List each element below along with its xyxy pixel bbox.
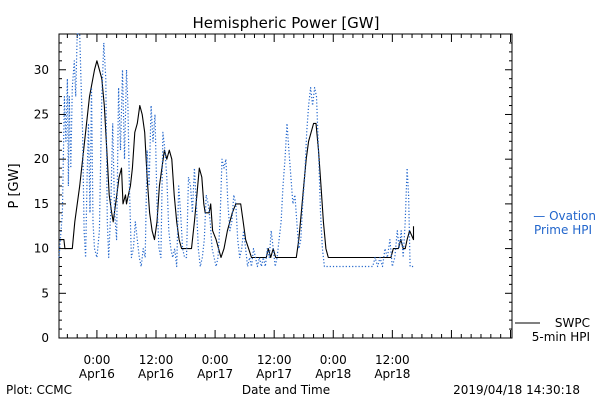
footer-timestamp: 2019/04/18 14:30:18 <box>453 383 580 397</box>
legend-swpc-line2: 5-min HPI <box>532 330 590 344</box>
legend-swpc-line1: SWPC <box>555 316 590 330</box>
y-tick-label: 30 <box>34 63 49 77</box>
x-tick-time: 0:00 <box>83 353 110 367</box>
legend-ovation-line2: Prime HPI <box>534 223 592 237</box>
y-tick-label: 0 <box>41 331 49 345</box>
x-tick-date: Apr17 <box>197 367 233 381</box>
swpc-hpi-line <box>59 60 415 259</box>
footer-credit: Plot: CCMC <box>6 383 72 397</box>
x-axis: 0:00Apr1612:00Apr160:00Apr1712:00Apr170:… <box>66 34 512 381</box>
x-tick-time: 12:00 <box>139 353 174 367</box>
x-tick-date: Apr18 <box>315 367 351 381</box>
x-tick-date: Apr16 <box>138 367 174 381</box>
y-axis: 0 5 10 15 20 25 30 <box>34 33 512 345</box>
y-tick-label: 20 <box>34 152 49 166</box>
y-tick-label: 15 <box>34 197 49 211</box>
y-tick-label: 10 <box>34 242 49 256</box>
series-layer <box>58 33 415 268</box>
x-tick-date: Apr16 <box>79 367 115 381</box>
x-tick-time: 0:00 <box>202 353 229 367</box>
x-tick-date: Apr18 <box>374 367 410 381</box>
ovation-prime-hpi-line <box>58 33 414 268</box>
y-axis-label: P [GW] <box>7 163 22 208</box>
chart-title: Hemispheric Power [GW] <box>193 14 380 32</box>
x-tick-time: 12:00 <box>375 353 410 367</box>
y-tick-label: 25 <box>34 107 49 121</box>
x-tick-time: 0:00 <box>320 353 347 367</box>
plot-frame <box>58 33 513 339</box>
x-axis-label: Date and Time <box>242 383 330 397</box>
x-tick-date: Apr17 <box>256 367 292 381</box>
legend-ovation-line1: — Ovation <box>533 209 596 223</box>
y-tick-label: 5 <box>41 286 49 300</box>
x-tick-time: 12:00 <box>257 353 292 367</box>
